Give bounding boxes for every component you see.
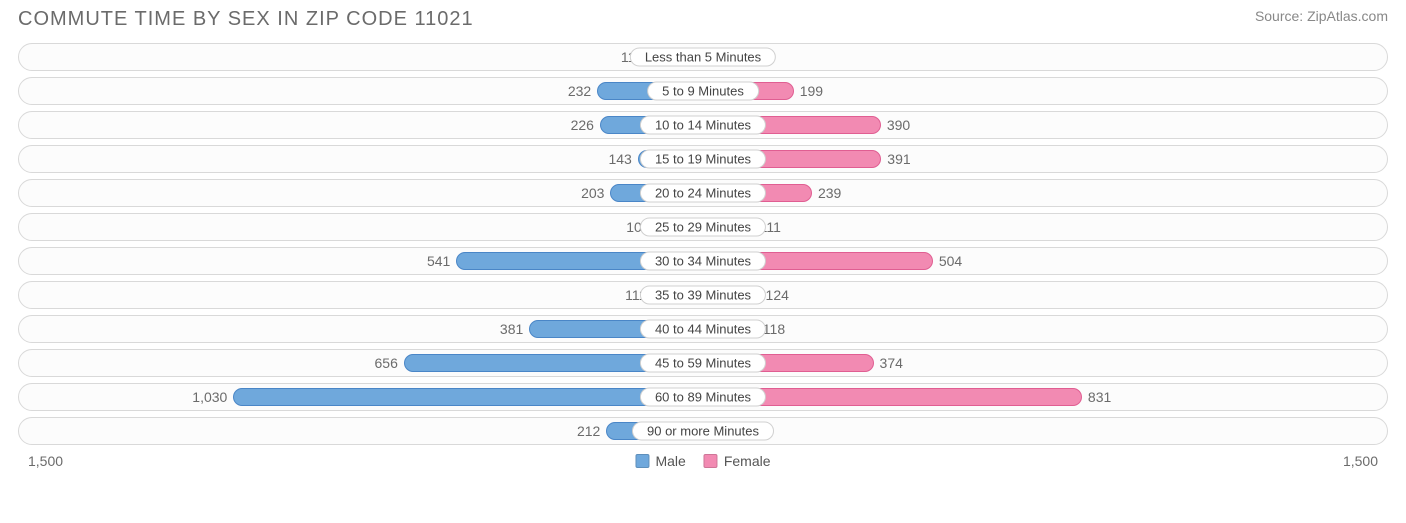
axis-max-left: 1,500 [28,453,63,469]
category-label: 5 to 9 Minutes [647,82,759,101]
chart-row: 143 391 15 to 19 Minutes [18,145,1388,173]
row-right-half: 124 [703,282,1387,308]
row-right-half: 374 [703,350,1387,376]
row-right-half: 111 [703,214,1387,240]
row-left-half: 1,030 [19,384,703,410]
row-right-half: 391 [703,146,1387,172]
chart-area: 11826Less than 5 Minutes2321995 to 9 Min… [0,43,1406,445]
category-label: 40 to 44 Minutes [640,320,766,339]
row-right-half: 239 [703,180,1387,206]
category-label: 30 to 34 Minutes [640,252,766,271]
chart-row: 1,030 831 60 to 89 Minutes [18,383,1388,411]
legend-male: Male [635,453,685,469]
chart-row: 541 504 30 to 34 Minutes [18,247,1388,275]
source-prefix: Source: [1255,8,1307,24]
female-value-label: 831 [1088,389,1111,405]
male-value-label: 541 [427,253,450,269]
male-value-label: 203 [581,185,604,201]
legend-male-label: Male [655,453,685,469]
male-value-label: 232 [568,83,591,99]
row-left-half: 226 [19,112,703,138]
female-value-label: 374 [880,355,903,371]
category-label: 60 to 89 Minutes [640,388,766,407]
female-value-label: 124 [766,287,789,303]
chart-header: COMMUTE TIME BY SEX IN ZIP CODE 11021 So… [0,0,1406,43]
female-value-label: 391 [887,151,910,167]
legend-male-swatch [635,454,649,468]
male-value-label: 226 [571,117,594,133]
category-label: 90 or more Minutes [632,422,774,441]
row-left-half: 232 [19,78,703,104]
row-left-half: 111 [19,282,703,308]
chart-row: 10411125 to 29 Minutes [18,213,1388,241]
female-value-label: 390 [887,117,910,133]
category-label: 20 to 24 Minutes [640,184,766,203]
category-label: 10 to 14 Minutes [640,116,766,135]
legend-female: Female [704,453,771,469]
female-value-label: 199 [800,83,823,99]
category-label: Less than 5 Minutes [630,48,776,67]
row-right-half: 26 [703,44,1387,70]
row-left-half: 381 [19,316,703,342]
male-value-label: 381 [500,321,523,337]
chart-row: 656 374 45 to 59 Minutes [18,349,1388,377]
chart-title: COMMUTE TIME BY SEX IN ZIP CODE 11021 [18,8,474,31]
source-name: ZipAtlas.com [1307,8,1388,24]
chart-row: 232 199 5 to 9 Minutes [18,77,1388,105]
chart-row: 203 239 20 to 24 Minutes [18,179,1388,207]
legend-female-swatch [704,454,718,468]
row-left-half: 118 [19,44,703,70]
chart-row: 381 11840 to 44 Minutes [18,315,1388,343]
male-bar [233,388,703,406]
chart-row: 111 12435 to 39 Minutes [18,281,1388,309]
chart-legend: Male Female [635,453,770,469]
male-value-label: 656 [375,355,398,371]
male-value-label: 212 [577,423,600,439]
category-label: 15 to 19 Minutes [640,150,766,169]
row-left-half: 203 [19,180,703,206]
row-right-half: 118 [703,316,1387,342]
axis-max-right: 1,500 [1343,453,1378,469]
chart-source: Source: ZipAtlas.com [1255,8,1388,24]
row-right-half: 199 [703,78,1387,104]
chart-row: 226 390 10 to 14 Minutes [18,111,1388,139]
row-left-half: 541 [19,248,703,274]
row-left-half: 143 [19,146,703,172]
male-value-label: 1,030 [192,389,227,405]
category-label: 25 to 29 Minutes [640,218,766,237]
row-left-half: 212 [19,418,703,444]
row-left-half: 104 [19,214,703,240]
row-right-half: 504 [703,248,1387,274]
female-value-label: 504 [939,253,962,269]
chart-footer: 1,500 Male Female 1,500 [0,451,1406,469]
row-left-half: 656 [19,350,703,376]
legend-female-label: Female [724,453,771,469]
category-label: 35 to 39 Minutes [640,286,766,305]
chart-row: 11826Less than 5 Minutes [18,43,1388,71]
row-right-half: 93 [703,418,1387,444]
chart-row: 212 9390 or more Minutes [18,417,1388,445]
female-value-label: 239 [818,185,841,201]
male-value-label: 143 [608,151,631,167]
category-label: 45 to 59 Minutes [640,354,766,373]
row-right-half: 831 [703,384,1387,410]
female-value-label: 118 [763,321,785,337]
row-right-half: 390 [703,112,1387,138]
